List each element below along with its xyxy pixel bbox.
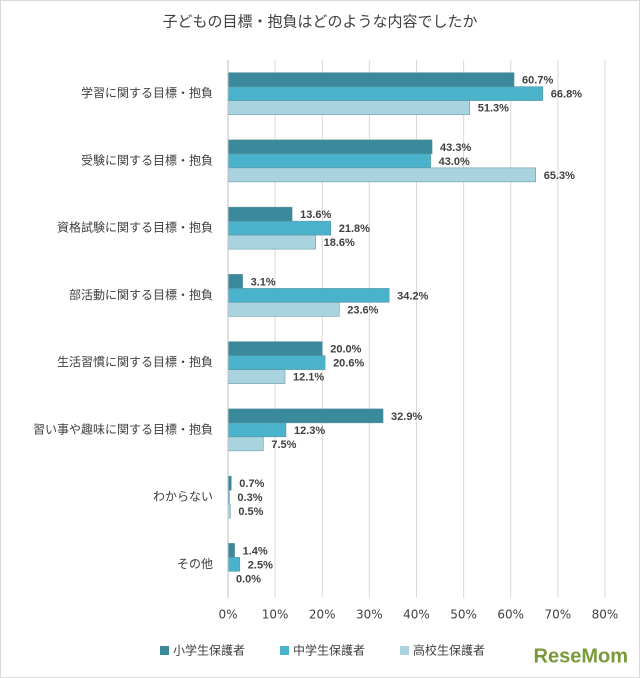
bar — [227, 86, 544, 101]
bar — [227, 369, 286, 384]
bar — [227, 153, 431, 169]
y-tick-label: 生活習慣に関する目標・抱負 — [57, 354, 213, 369]
y-tick-label: その他 — [177, 557, 213, 571]
x-tick-label: 0% — [218, 608, 237, 622]
value-label: 0.5% — [238, 506, 263, 518]
y-tick-label: 受験に関する目標・抱負 — [81, 152, 213, 167]
y-tick-label: 部活動に関する目標・抱負 — [69, 287, 213, 302]
bar — [227, 100, 471, 115]
y-tick-label: 学習に関する目標・抱負 — [81, 85, 213, 100]
bar — [227, 72, 515, 87]
legend-swatch — [400, 646, 409, 655]
x-tick-label: 40% — [403, 608, 430, 622]
value-label: 0.0% — [236, 573, 261, 585]
value-label: 20.0% — [330, 344, 361, 356]
bar — [227, 302, 340, 317]
bar — [227, 167, 536, 183]
x-tick-label: 50% — [450, 608, 477, 622]
bar — [227, 206, 293, 222]
value-label: 21.8% — [339, 223, 370, 235]
x-tick-label: 60% — [497, 608, 524, 622]
chart-title: 子どもの目標・抱負はどのような内容でしたか — [162, 13, 477, 31]
value-label: 23.6% — [347, 304, 378, 316]
value-label: 0.3% — [237, 492, 262, 504]
legend-label: 小学生保護者 — [173, 643, 245, 658]
value-label: 0.7% — [239, 478, 264, 490]
legend-swatch — [160, 646, 169, 655]
legend-label: 高校生保護者 — [413, 643, 485, 658]
x-tick-label: 20% — [309, 608, 336, 622]
value-label: 2.5% — [248, 559, 273, 571]
bar — [227, 408, 384, 424]
legend-swatch — [280, 646, 289, 655]
bar — [227, 220, 331, 236]
value-label: 34.2% — [397, 290, 428, 302]
value-label: 12.1% — [293, 372, 324, 384]
bar — [227, 274, 243, 289]
bar — [227, 557, 241, 572]
bar — [227, 436, 264, 452]
y-tick-label: わからない — [153, 490, 213, 504]
bar — [227, 543, 235, 558]
y-tick-label: 資格試験に関する目標・抱負 — [57, 220, 213, 235]
value-label: 43.0% — [439, 156, 470, 168]
x-tick-label: 30% — [356, 608, 383, 622]
y-tick-label: 習い事や趣味に関する目標・抱負 — [33, 421, 213, 436]
bar — [227, 234, 316, 250]
bar — [227, 341, 323, 356]
value-label: 20.6% — [333, 358, 364, 370]
value-label: 1.4% — [243, 545, 268, 557]
x-tick-label: 10% — [262, 608, 289, 622]
bar — [227, 288, 390, 303]
value-label: 32.9% — [391, 411, 422, 423]
value-label: 60.7% — [522, 75, 553, 87]
value-label: 7.5% — [271, 439, 296, 451]
legend-label: 中学生保護者 — [293, 643, 365, 658]
bar — [227, 422, 287, 438]
bar — [227, 139, 433, 155]
value-label: 51.3% — [478, 103, 509, 115]
value-label: 18.6% — [324, 237, 355, 249]
bar — [227, 355, 326, 370]
value-label: 13.6% — [300, 209, 331, 221]
value-label: 12.3% — [294, 425, 325, 437]
x-tick-label: 70% — [545, 608, 572, 622]
value-label: 3.1% — [251, 276, 276, 288]
value-label: 66.8% — [551, 89, 582, 101]
value-label: 43.3% — [440, 142, 471, 154]
x-tick-label: 80% — [592, 608, 619, 622]
watermark: ReseMom — [534, 645, 628, 667]
value-label: 65.3% — [544, 170, 575, 182]
